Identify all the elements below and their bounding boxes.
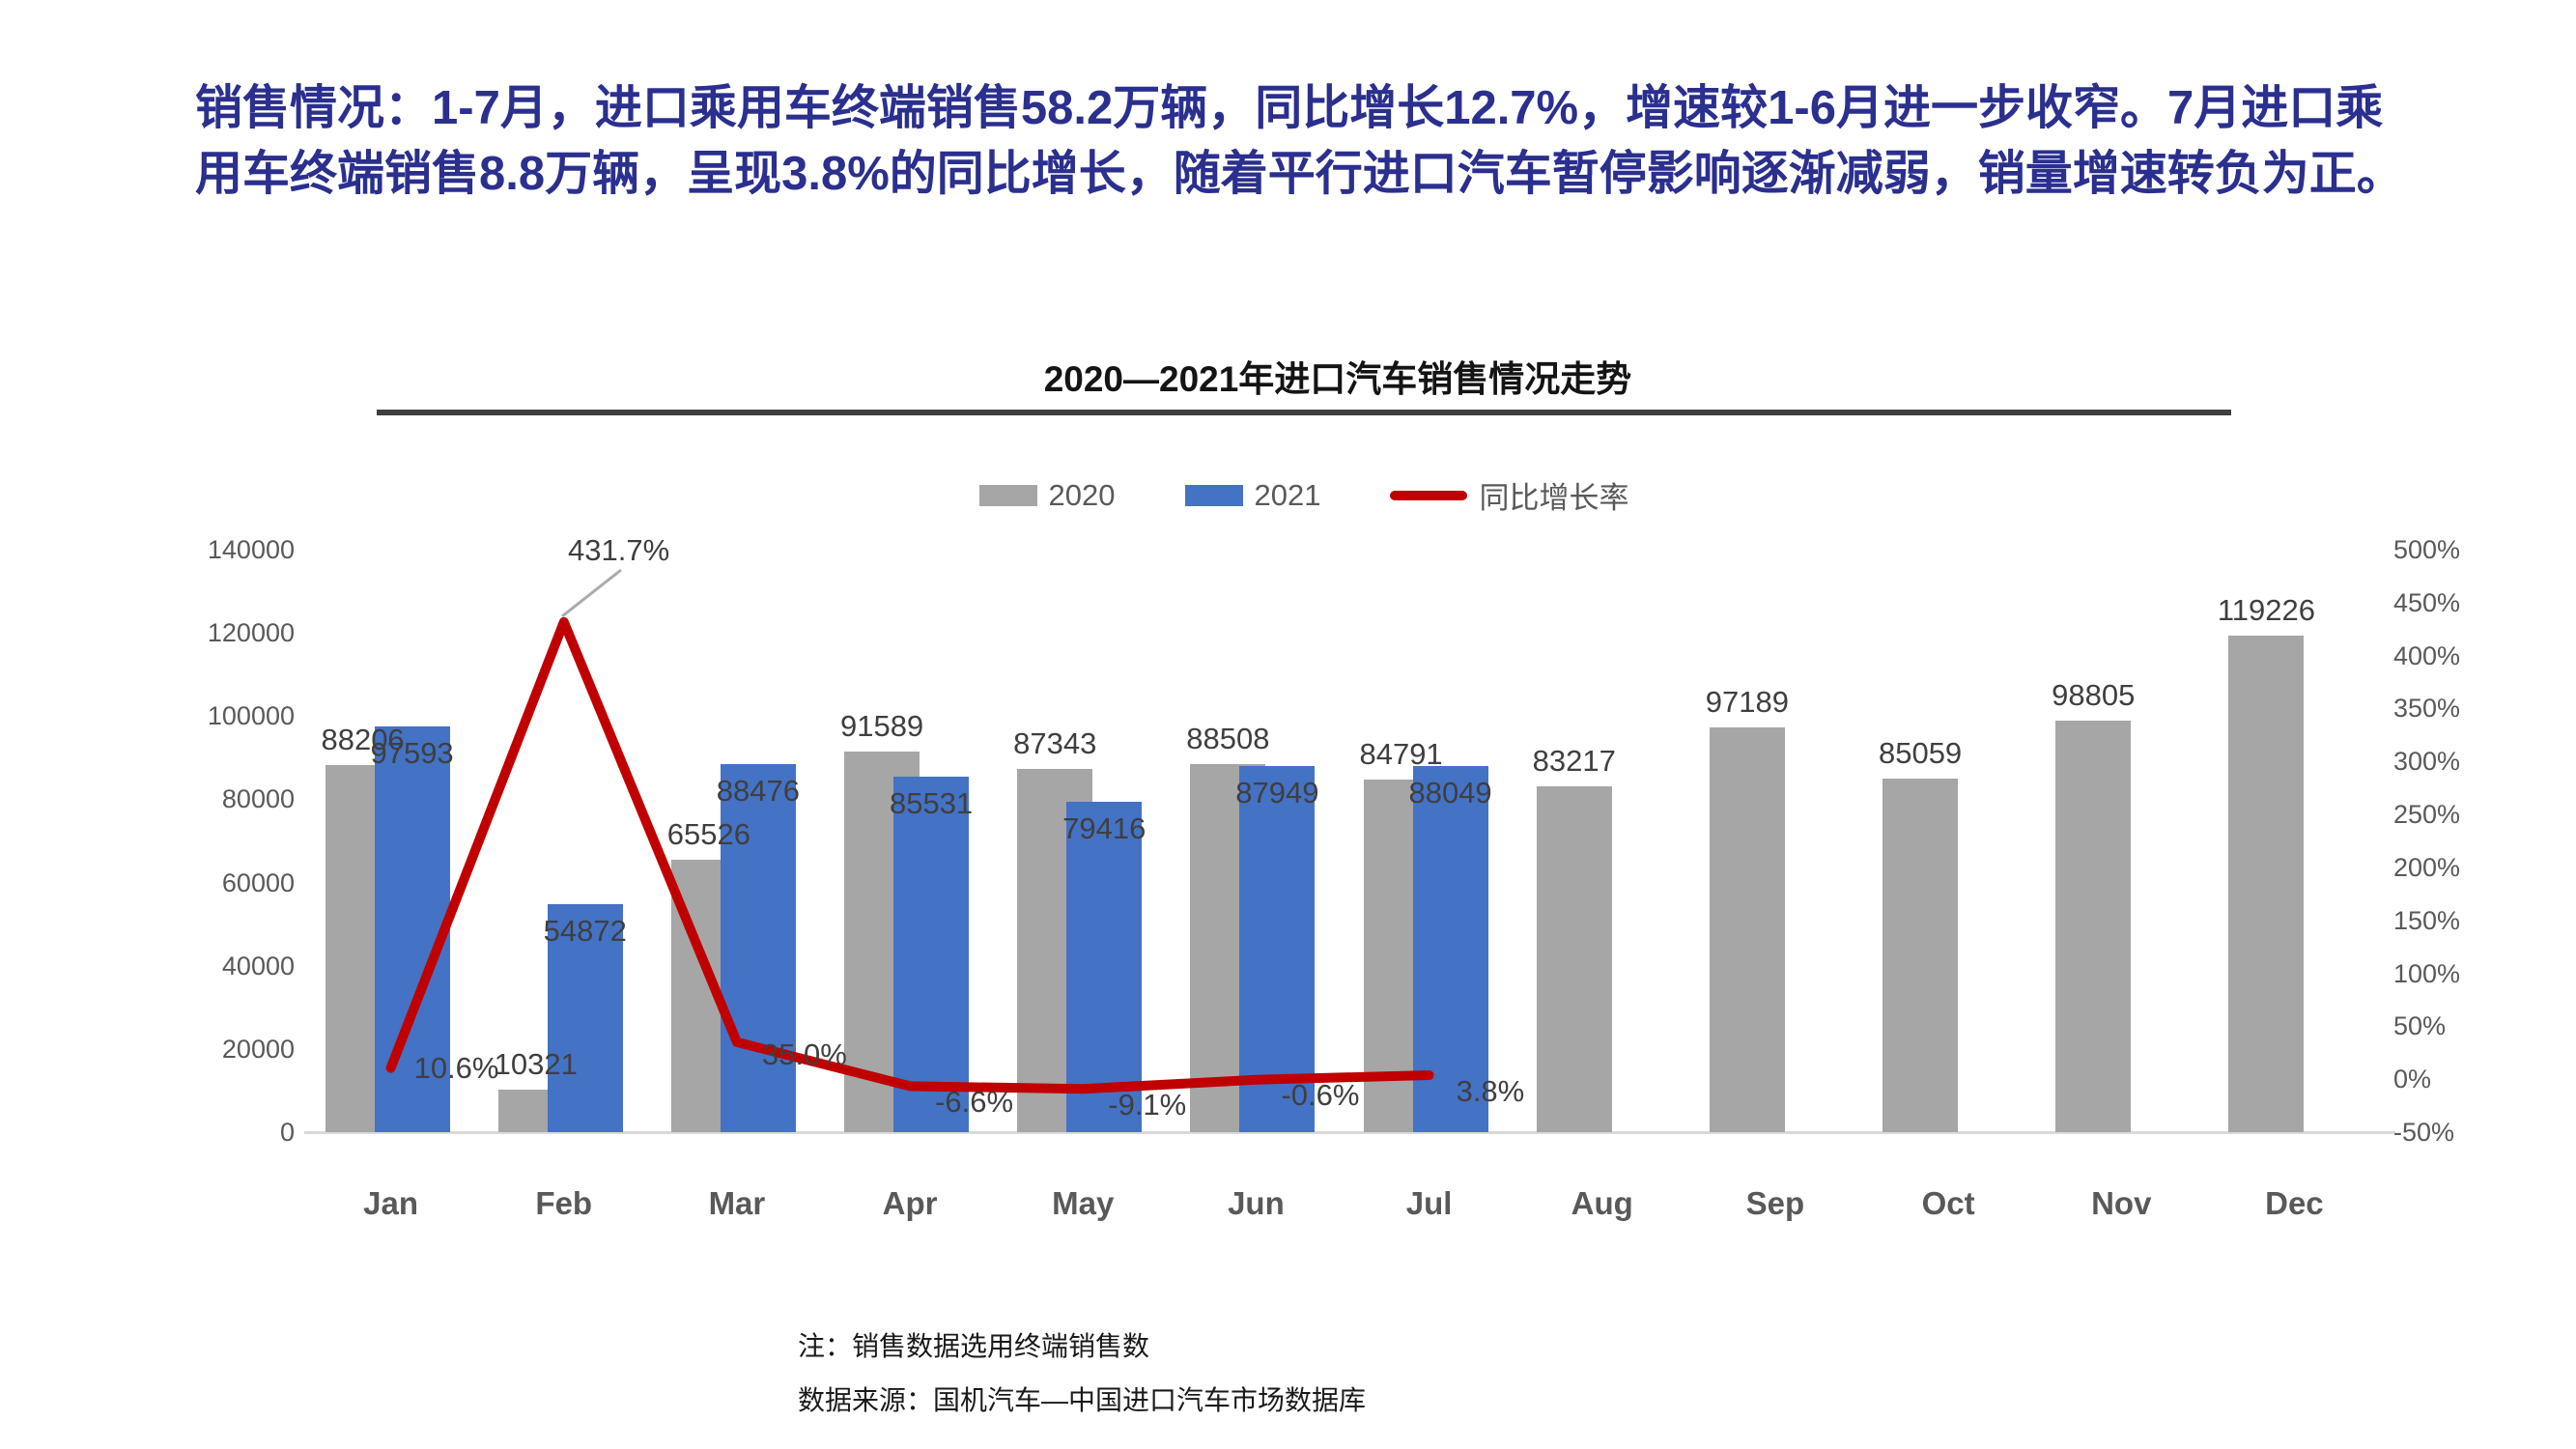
y-axis-tick-label: 0 [279,1118,295,1147]
x-axis-category-label-Nov: Nov [2091,1185,2152,1221]
bar-label-2020-Aug: 83217 [1532,743,1616,778]
x-axis-category-label-Oct: Oct [1921,1185,1975,1221]
legend-growth-rate-line-icon [1390,490,1468,500]
secondary-y-axis-tick-label: 0% [2393,1065,2432,1094]
line-label-May: -9.1% [1108,1088,1187,1122]
bar-label-2021-Jun: 87949 [1235,776,1319,810]
legend-item-2020: 2020 [978,477,1116,513]
line-label-Jun: -0.6% [1281,1077,1360,1112]
chart-legend: 2020 2021 同比增长率 [377,473,2231,517]
bar-label-2020-Nov: 98805 [2052,678,2136,713]
y-axis-tick-label: 120000 [207,618,295,648]
peak-label-leader-line [561,568,622,618]
bar-label-2020-Dec: 119226 [2217,593,2315,628]
x-axis-category-label-May: May [1052,1185,1115,1221]
y-axis-tick-label: 140000 [207,535,295,564]
x-axis-category-label-Jul: Jul [1405,1185,1453,1221]
chart-title-underline [377,410,2231,415]
bar-label-2021-Mar: 88476 [716,773,801,808]
bar-2020-Sep [1709,727,1785,1132]
legend-2021-swatch-icon [1184,484,1243,506]
line-label-Feb: 431.7% [568,533,670,567]
x-axis-category-label-Jun: Jun [1228,1185,1285,1221]
y-axis-tick-label: 80000 [221,784,295,814]
legend-2020-label: 2020 [1048,477,1116,512]
x-axis-category-label-Aug: Aug [1571,1185,1633,1221]
legend-item-growth-rate: 同比增长率 [1390,473,1628,517]
bar-2020-Oct [1882,778,1959,1132]
line-label-Mar: 35.0% [761,1037,847,1071]
bar-2020-Dec [2228,636,2305,1132]
secondary-y-axis-tick-label: 100% [2393,958,2461,988]
bar-2021-May [1066,801,1143,1132]
chart-note: 注：销售数据选用终端销售数 [798,1331,1150,1361]
x-axis-category-label-Dec: Dec [2265,1185,2324,1221]
bar-label-2020-May: 87343 [1013,725,1097,760]
bar-label-2021-Feb: 54872 [543,913,627,948]
bar-label-2021-Jul: 88049 [1408,775,1492,810]
secondary-y-axis-tick-label: 150% [2393,905,2461,935]
y-axis-tick-label: 40000 [221,951,295,980]
x-axis-category-label-Sep: Sep [1745,1185,1805,1221]
bar-2020-Nov [2055,721,2132,1132]
bar-2020-Aug [1536,785,1612,1132]
data-source-note: 数据来源：国机汽车—中国进口汽车市场数据库 [798,1385,1367,1415]
bar-label-2020-Sep: 97189 [1705,685,1790,720]
line-label-Jul: 3.8% [1456,1074,1525,1109]
x-axis-line [304,1131,2395,1134]
bar-label-2020-Oct: 85059 [1878,735,1963,770]
y-axis-tick-label: 20000 [221,1034,295,1064]
x-axis-category-label-Apr: Apr [882,1185,938,1221]
bar-label-2021-May: 79416 [1062,810,1146,845]
x-axis-category-label-Feb: Feb [535,1185,593,1221]
line-label-Jan: 10.6% [413,1050,499,1085]
legend-item-2021: 2021 [1184,477,1321,513]
headline-text: 销售情况：1-7月，进口乘用车终端销售58.2万辆，同比增长12.7%，增速较1… [195,82,2404,200]
secondary-y-axis-tick-label: -50% [2393,1118,2455,1147]
secondary-y-axis-tick-label: 450% [2393,587,2461,617]
secondary-y-axis-tick-label: 300% [2393,747,2461,777]
secondary-y-axis-tick-label: 350% [2393,694,2461,724]
legend-2021-label: 2021 [1254,477,1321,512]
secondary-y-axis-tick-label: 50% [2393,1011,2447,1041]
chart-title: 2020—2021年进口汽车销售情况走势 [1043,359,1632,399]
x-axis-category-label-Jan: Jan [363,1185,419,1221]
secondary-y-axis-tick-label: 500% [2393,535,2461,564]
bar-2021-Apr [893,776,970,1132]
bar-label-2021-Apr: 85531 [889,785,974,820]
secondary-y-axis-tick-label: 200% [2393,852,2461,882]
bar-label-2020-Mar: 65526 [666,816,751,851]
x-axis-category-label-Mar: Mar [708,1185,766,1221]
bar-label-2020-Apr: 91589 [839,708,924,743]
legend-growth-rate-label: 同比增长率 [1479,481,1629,515]
y-axis-tick-label: 100000 [207,701,295,731]
bar-label-2021-Jan: 97593 [370,735,454,770]
secondary-y-axis-tick-label: 250% [2393,800,2461,830]
legend-2020-swatch-icon [978,484,1037,506]
secondary-y-axis-tick-label: 400% [2393,640,2461,670]
y-axis-tick-label: 60000 [221,867,295,897]
bar-label-2020-Jun: 88508 [1186,721,1270,755]
bar-label-2020-Jul: 84791 [1359,736,1443,771]
line-label-Apr: -6.6% [935,1085,1014,1120]
